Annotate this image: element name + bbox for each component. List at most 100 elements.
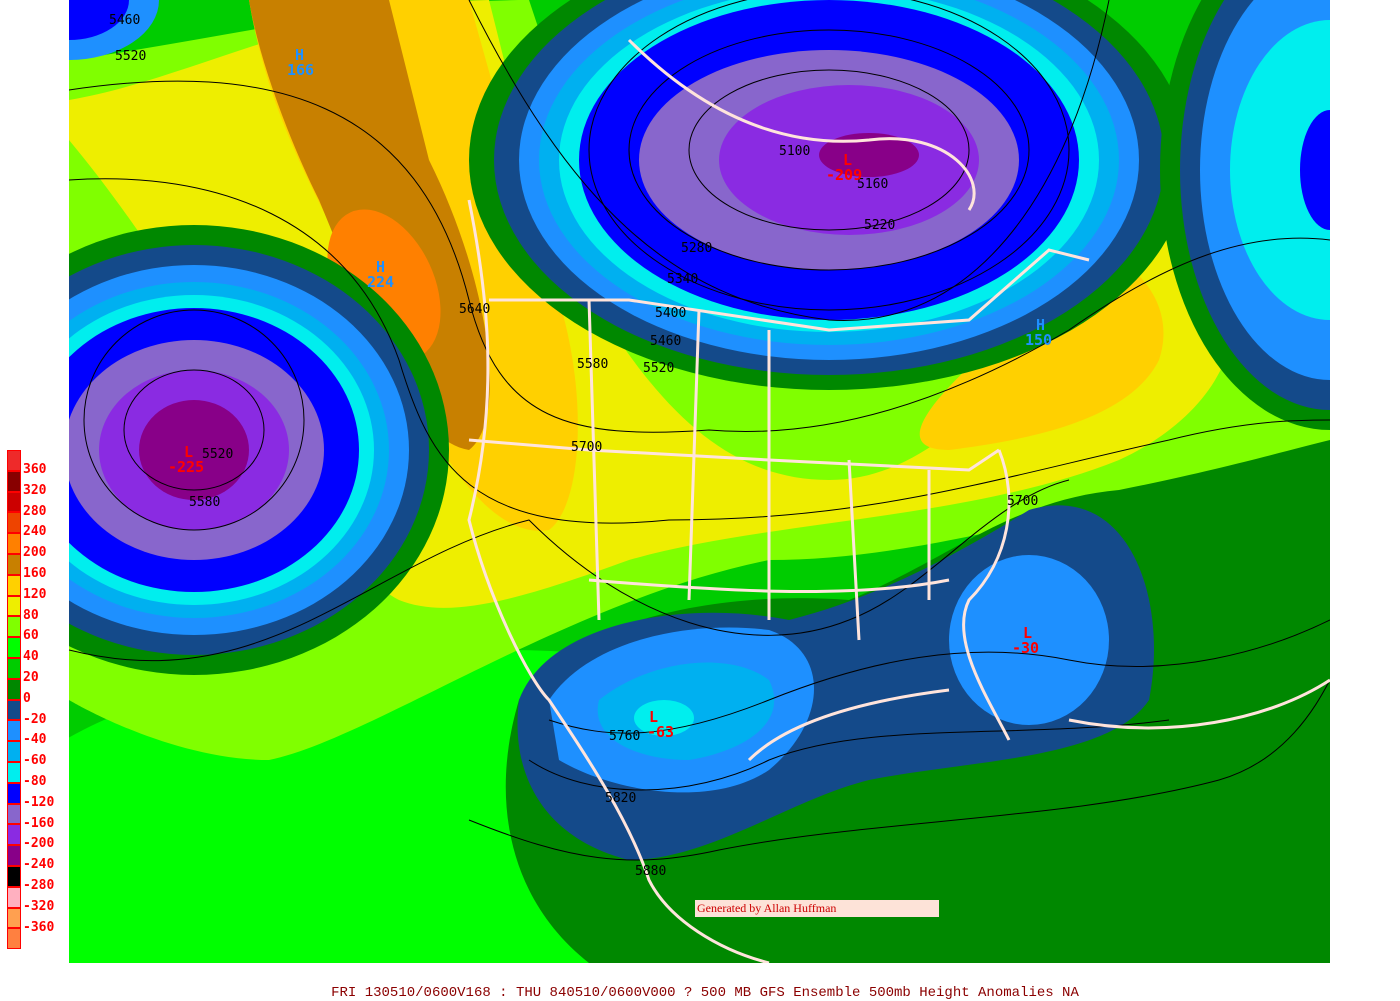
coastlines-and-borders [467, 38, 1330, 963]
svg-text:-209: -209 [826, 166, 862, 184]
legend-swatch [7, 470, 21, 492]
legend-swatch [7, 616, 21, 638]
contour-label: 5700 [1007, 494, 1038, 509]
svg-text:166: 166 [287, 61, 314, 79]
legend-item: 40 [7, 637, 69, 664]
legend-item: -160 [7, 803, 69, 831]
contour-label: 5580 [577, 357, 608, 372]
legend-label: 40 [23, 649, 39, 665]
legend-label: 200 [23, 545, 47, 561]
legend-swatch [7, 886, 21, 908]
contour-label: 5520 [202, 447, 233, 462]
legend-label: 0 [23, 690, 31, 706]
legend-label: -240 [23, 857, 55, 873]
legend-item: 120 [7, 574, 69, 602]
legend-label: 240 [23, 524, 47, 540]
legend-label: -160 [23, 815, 55, 831]
legend-item: -40 [7, 720, 69, 747]
map-caption: FRI 130510/0600V168 : THU 840510/0600V00… [331, 985, 1079, 1001]
legend-swatch [7, 450, 21, 471]
legend-swatch [7, 491, 21, 513]
height-contours [69, 0, 1330, 861]
legend-swatch [7, 657, 21, 679]
contour-label: 5460 [650, 334, 681, 349]
legend-label: -120 [23, 794, 55, 810]
legend-swatch [7, 741, 21, 762]
svg-text:-63: -63 [647, 723, 674, 741]
legend-swatch [7, 595, 21, 617]
low-center: L-30 [1012, 624, 1039, 657]
legend-swatch [7, 907, 21, 929]
legend-swatch [7, 782, 21, 804]
legend-label: -80 [23, 773, 47, 789]
contour-label: 5700 [571, 440, 602, 455]
legend-label: -320 [23, 898, 55, 914]
legend-label: 80 [23, 607, 39, 623]
svg-text:L: L [649, 708, 658, 726]
legend-item: 360 [7, 450, 69, 477]
svg-text:H: H [295, 46, 304, 64]
legend-swatch [7, 865, 21, 887]
contour-label: 5340 [667, 272, 698, 287]
svg-text:L: L [184, 443, 193, 461]
legend-swatch [7, 803, 21, 825]
legend-item: -320 [7, 886, 69, 914]
legend-label: -200 [23, 836, 55, 852]
legend-label: 60 [23, 628, 39, 644]
contour-label: 5220 [864, 218, 895, 233]
legend-swatch [7, 637, 21, 658]
contour-label: 5580 [189, 495, 220, 510]
legend-label: -360 [23, 919, 55, 935]
contour-label: 5760 [609, 729, 640, 744]
legend-label: -280 [23, 877, 55, 893]
legend-swatch [7, 845, 21, 866]
legend-label: 160 [23, 565, 47, 581]
contour-label: 5520 [643, 361, 674, 376]
contour-label: 5880 [635, 864, 666, 879]
anomaly-fills [69, 0, 1330, 963]
legend-item: 280 [7, 491, 69, 519]
contour-label: 5100 [779, 144, 810, 159]
contour-label: 5280 [681, 241, 712, 256]
legend-swatch [7, 761, 21, 783]
contour-label: 5640 [459, 302, 490, 317]
legend-item: 80 [7, 595, 69, 623]
legend-label: 20 [23, 669, 39, 685]
legend-label: 360 [23, 462, 47, 477]
low-center: L-225 [168, 443, 204, 476]
legend-item: -360 [7, 907, 69, 935]
contour-label: 5460 [109, 13, 140, 28]
legend-item: 240 [7, 512, 69, 539]
legend-swatch [7, 553, 21, 575]
legend-swatch [7, 720, 21, 742]
legend-label: 120 [23, 586, 47, 602]
svg-text:H: H [1036, 316, 1045, 334]
legend-item: 60 [7, 616, 69, 643]
svg-text:-30: -30 [1012, 639, 1039, 657]
svg-text:H: H [376, 258, 385, 276]
legend-label: -60 [23, 753, 47, 769]
legend-item: -280 [7, 865, 69, 893]
legend-item: -20 [7, 699, 69, 727]
svg-text:-225: -225 [168, 458, 204, 476]
legend-swatch [7, 512, 21, 534]
legend-label: 280 [23, 503, 47, 519]
legend-swatch [7, 533, 21, 554]
legend-item: 200 [7, 533, 69, 560]
contour-labels: 5460 5520 5640 5580 5520 5460 5400 5340 … [109, 13, 1038, 879]
contour-label: 5820 [605, 791, 636, 806]
legend-swatch [7, 574, 21, 596]
legend-label: -40 [23, 732, 47, 748]
legend-item: 0 [7, 678, 69, 706]
contour-label: 5400 [655, 306, 686, 321]
credit-label: Generated by Allan Huffman [695, 900, 939, 917]
low-center: L-209 [826, 151, 862, 184]
svg-text:224: 224 [367, 273, 394, 291]
legend-item: -120 [7, 782, 69, 810]
legend-item: -200 [7, 824, 69, 851]
color-scale-legend: 360 320 280 240 200 160 120 80 60 40 20 0 -20 -40 -60-… [7, 450, 69, 950]
legend-item: -240 [7, 845, 69, 872]
